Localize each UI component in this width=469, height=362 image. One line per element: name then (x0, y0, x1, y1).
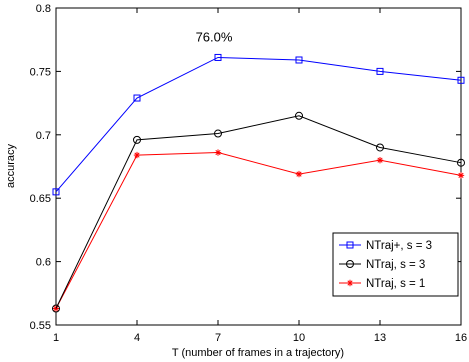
y-tick-label: 0.8 (36, 3, 51, 15)
series-line-ntraj-s-3 (55, 56, 462, 193)
y-axis-label: accuracy (5, 143, 17, 188)
data-point-ntraj-s-3 (295, 56, 303, 64)
legend-marker (346, 279, 354, 287)
series-line-ntraj-s-3 (55, 115, 462, 309)
series-line-ntraj-s-1 (55, 152, 462, 309)
y-tick-label: 0.65 (30, 193, 51, 205)
data-point-ntraj-s-1 (133, 151, 141, 159)
y-tick-label: 0.75 (30, 66, 51, 78)
data-point-ntraj-s-3 (52, 304, 60, 313)
data-point-ntraj-s-3 (52, 188, 60, 196)
data-point-ntraj-s-3 (457, 76, 465, 84)
data-point-ntraj-s-1 (376, 156, 384, 164)
data-point-ntraj-s-3 (214, 129, 222, 138)
x-tick-label: 16 (455, 332, 467, 344)
x-axis-label: T (number of frames in a trajectory) (172, 347, 344, 359)
legend-entry: NTraj+, s = 3 (366, 240, 432, 252)
data-point-ntraj-s-3 (457, 158, 465, 167)
legend-marker (346, 260, 354, 268)
y-tick-label: 0.7 (36, 130, 51, 142)
x-tick-label: 7 (215, 332, 221, 344)
data-point-ntraj-s-3 (376, 143, 384, 152)
peak-annotation: 76.0% (196, 29, 233, 44)
data-point-ntraj-s-3 (133, 94, 141, 102)
data-point-ntraj-s-1 (295, 170, 303, 178)
data-point-ntraj-s-1 (457, 172, 465, 179)
x-tick-label: 10 (293, 332, 305, 344)
y-tick-label: 0.6 (36, 257, 51, 269)
x-tick-label: 13 (374, 332, 386, 344)
legend-entry: NTraj, s = 1 (366, 278, 425, 290)
data-point-ntraj-s-3 (376, 67, 384, 75)
data-point-ntraj-s-3 (214, 53, 222, 61)
legend-entry: NTraj, s = 3 (366, 259, 425, 271)
data-point-ntraj-s-3 (295, 111, 303, 120)
y-tick-label: 0.55 (30, 320, 51, 332)
data-point-ntraj-s-1 (214, 149, 222, 156)
data-point-ntraj-s-3 (133, 135, 141, 144)
x-tick-label: 4 (134, 332, 140, 344)
legend-marker (346, 241, 354, 249)
x-tick-label: 1 (53, 332, 59, 344)
